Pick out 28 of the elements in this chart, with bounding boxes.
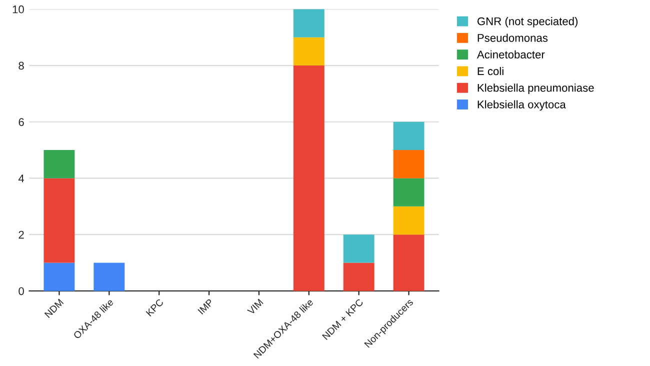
legend-label: Klebsiella pneumoniase — [478, 84, 594, 94]
y-tick-label: 8 — [18, 62, 24, 70]
bar — [393, 178, 424, 206]
y-tick-label: 0 — [18, 287, 24, 296]
legend-label: E coli — [478, 66, 504, 76]
legend-label: Acinetobacter — [476, 50, 545, 58]
bar — [393, 150, 424, 178]
y-tick-label: 4 — [18, 174, 24, 182]
x-tick-label: IMP — [198, 298, 214, 314]
bar — [393, 122, 424, 150]
bar — [293, 9, 324, 38]
bar — [293, 37, 324, 66]
legend-label: Pseudomonas — [478, 34, 548, 42]
bar — [393, 234, 424, 291]
bar — [94, 262, 125, 291]
y-tick-label: 2 — [18, 230, 24, 239]
bar — [44, 262, 75, 291]
bar — [343, 262, 374, 291]
bar — [44, 178, 75, 263]
bar — [44, 150, 75, 178]
x-tick-label: VIM — [247, 298, 264, 316]
bar — [293, 66, 324, 291]
legend-label: Klebsiella oxytoca — [478, 100, 566, 111]
y-tick-label: 10 — [12, 5, 24, 14]
y-tick-label: 6 — [18, 118, 24, 126]
legend-label: GNR (not speciated) — [478, 17, 578, 28]
bar — [343, 234, 374, 263]
bar — [393, 206, 424, 235]
